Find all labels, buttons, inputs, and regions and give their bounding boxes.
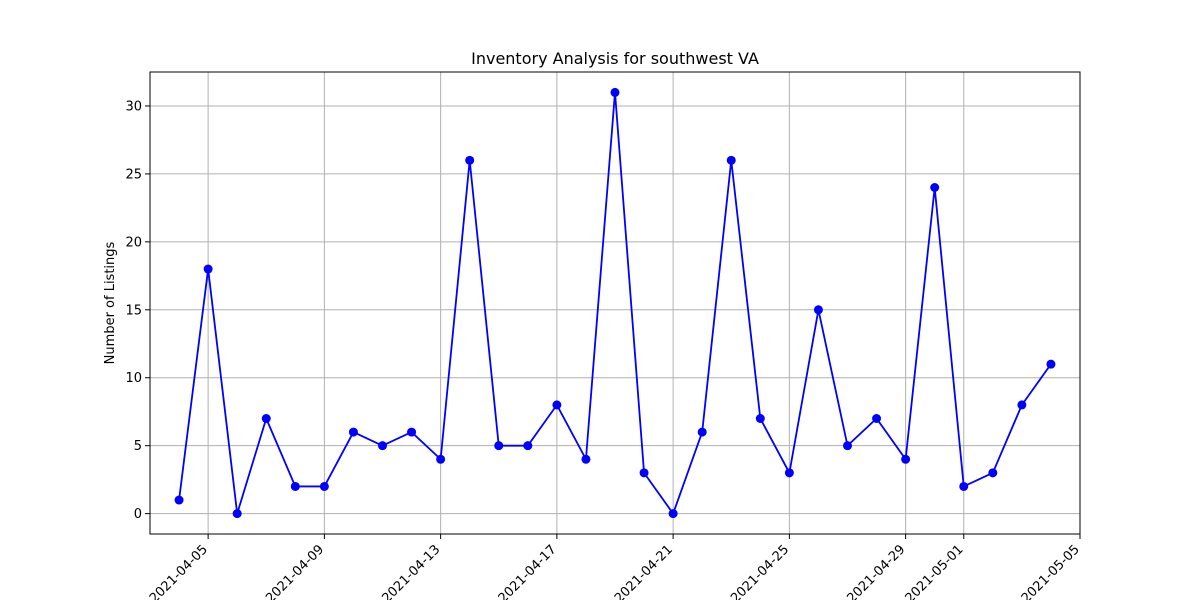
data-point <box>726 155 736 165</box>
data-point <box>988 468 998 478</box>
y-axis-label: Number of Listings <box>103 241 118 364</box>
y-tick-label: 15 <box>125 303 142 318</box>
x-tick-label: 2021-04-13 <box>379 542 443 600</box>
x-axis: 2021-04-05 2021-04-09 2021-04-13 2021-04-17… <box>147 534 1083 600</box>
data-point <box>290 481 300 491</box>
data-point <box>610 87 620 97</box>
data-point <box>1017 400 1027 410</box>
data-point <box>872 414 882 423</box>
data-point <box>523 441 533 451</box>
data-point <box>930 183 940 192</box>
x-tick-label: 2021-04-05 <box>147 542 211 600</box>
data-point <box>319 481 329 491</box>
y-tick-label: 5 <box>134 439 142 454</box>
data-point <box>755 414 765 423</box>
x-tick-label: 2021-05-05 <box>1019 542 1083 600</box>
y-tick-label: 30 <box>125 99 142 114</box>
data-point <box>697 427 707 437</box>
data-point <box>959 481 969 491</box>
chart-title: Inventory Analysis for southwest VA <box>471 49 759 68</box>
data-point <box>668 509 678 519</box>
data-point <box>465 155 475 165</box>
data-point <box>639 468 649 478</box>
y-tick-label: 0 <box>134 507 142 522</box>
data-point <box>436 454 446 464</box>
data-point <box>901 454 911 464</box>
x-tick-label: 2021-04-17 <box>496 542 560 600</box>
data-point <box>784 468 794 478</box>
series-listings <box>174 87 1056 519</box>
data-point <box>203 264 213 274</box>
x-tick-label: 2021-04-29 <box>844 542 908 600</box>
y-tick-label: 20 <box>125 235 142 250</box>
data-point <box>174 495 184 505</box>
plot-area-frame <box>149 71 1081 535</box>
data-point <box>232 509 242 519</box>
x-tick-label: 2021-04-09 <box>263 542 327 600</box>
y-tick-label: 25 <box>125 167 142 182</box>
data-point <box>378 441 387 451</box>
data-point <box>348 427 358 437</box>
data-point <box>261 414 271 423</box>
data-point <box>1046 359 1056 369</box>
data-point <box>843 441 852 451</box>
y-axis: 0 5 10 15 20 25 30 <box>125 99 150 522</box>
grid-layer <box>150 72 1081 534</box>
data-point <box>581 454 591 464</box>
x-tick-label: 2021-04-25 <box>728 542 792 600</box>
x-tick-label: 2021-05-01 <box>903 542 967 600</box>
data-point <box>813 305 823 315</box>
data-point <box>552 400 562 410</box>
data-point <box>407 427 417 437</box>
y-tick-label: 10 <box>125 371 142 386</box>
data-point <box>494 441 504 451</box>
series-line <box>178 92 1052 516</box>
x-tick-label: 2021-04-21 <box>612 542 676 600</box>
